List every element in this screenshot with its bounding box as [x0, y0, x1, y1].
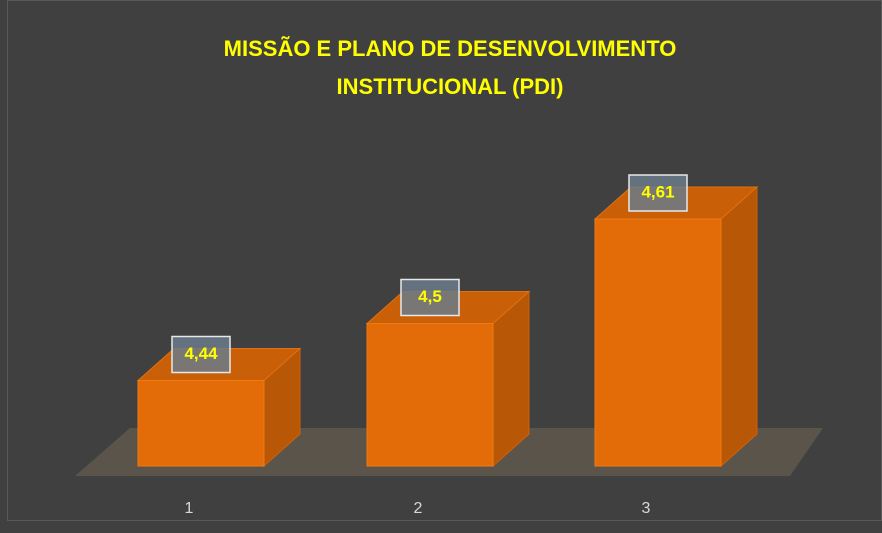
value-label: 4,61 — [641, 182, 674, 201]
x-tick-label: 1 — [185, 500, 194, 517]
value-label-box — [400, 278, 460, 317]
bar-side — [720, 185, 758, 468]
bar — [366, 323, 494, 467]
value-label: 4,5 — [418, 287, 442, 306]
bar — [137, 380, 265, 467]
bar — [594, 218, 722, 467]
value-label-box — [628, 174, 688, 212]
x-tick-label: 3 — [642, 500, 651, 517]
value-label: 4,44 — [184, 344, 218, 363]
chart-title: INSTITUCIONAL (PDI) — [337, 74, 564, 99]
chart-title: MISSÃO E PLANO DE DESENVOLVIMENTO — [224, 36, 677, 61]
x-tick-label: 2 — [414, 500, 423, 517]
value-label-box — [171, 335, 231, 374]
